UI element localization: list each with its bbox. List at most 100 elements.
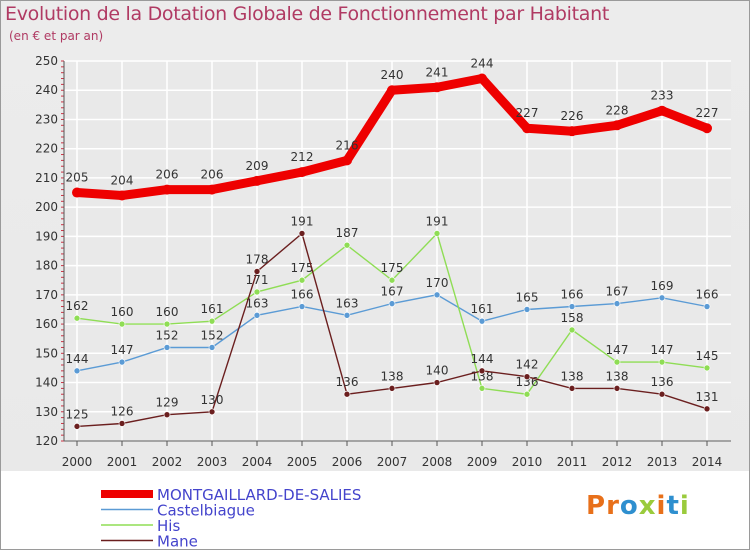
- x-tick-label: 2005: [287, 455, 318, 469]
- data-point-montgaillard-de-salies: [252, 175, 262, 186]
- data-label-mane: 138: [561, 369, 584, 383]
- data-point-mane: [298, 230, 306, 237]
- data-label-montgaillard-de-salies: 212: [291, 150, 314, 164]
- y-tick-label: 210: [35, 171, 58, 185]
- data-point-montgaillard-de-salies: [297, 167, 307, 178]
- data-point-his: [658, 358, 666, 366]
- data-label-castelbiague: 147: [111, 343, 134, 357]
- legend-label-castelbiague: Castelbiague: [157, 502, 255, 520]
- data-point-his: [568, 326, 576, 334]
- data-label-castelbiague: 170: [426, 276, 449, 290]
- x-tick-label: 2009: [467, 455, 498, 469]
- data-point-montgaillard-de-salies: [72, 187, 82, 198]
- data-label-montgaillard-de-salies: 226: [561, 109, 584, 123]
- data-point-castelbiague: [163, 344, 171, 351]
- brand-letter: i: [679, 491, 690, 521]
- data-label-castelbiague: 166: [696, 288, 719, 302]
- data-point-castelbiague: [703, 303, 711, 310]
- chart-subtitle: (en € et par an): [9, 29, 104, 43]
- data-label-castelbiague: 165: [516, 290, 539, 304]
- data-point-his: [343, 241, 351, 249]
- data-label-mane: 125: [66, 407, 89, 421]
- data-point-mane: [433, 379, 441, 386]
- data-label-his: 161: [201, 302, 224, 316]
- x-tick-label: 2004: [242, 455, 273, 469]
- data-point-his: [478, 385, 486, 392]
- y-tick-label: 120: [35, 434, 58, 448]
- data-label-mane: 140: [426, 364, 449, 378]
- data-point-his: [433, 230, 441, 237]
- data-point-montgaillard-de-salies: [477, 73, 487, 84]
- x-tick-label: 2006: [332, 455, 363, 469]
- data-point-castelbiague: [73, 367, 81, 375]
- data-point-mane: [658, 390, 666, 398]
- data-point-montgaillard-de-salies: [342, 155, 352, 166]
- data-label-castelbiague: 166: [291, 288, 314, 302]
- data-label-montgaillard-de-salies: 241: [426, 65, 449, 79]
- y-tick-label: 130: [35, 405, 58, 419]
- data-point-montgaillard-de-salies: [207, 184, 217, 195]
- x-tick-label: 2010: [512, 455, 543, 469]
- brand-letter: t: [666, 491, 680, 521]
- data-point-castelbiague: [568, 303, 576, 310]
- data-point-his: [523, 390, 531, 398]
- data-label-castelbiague: 161: [471, 302, 494, 316]
- data-label-castelbiague: 167: [381, 285, 404, 299]
- y-tick-label: 160: [35, 317, 58, 331]
- data-point-montgaillard-de-salies: [432, 82, 442, 93]
- data-label-castelbiague: 167: [606, 285, 629, 299]
- brand-letter: x: [638, 491, 657, 521]
- data-label-mane: 136: [336, 375, 359, 389]
- data-label-montgaillard-de-salies: 206: [201, 168, 224, 182]
- data-point-mane: [208, 408, 216, 416]
- data-label-montgaillard-de-salies: 240: [381, 68, 404, 82]
- data-label-his: 160: [156, 305, 179, 319]
- data-label-mane: 142: [516, 358, 539, 372]
- data-point-mane: [523, 373, 531, 380]
- x-tick-label: 2013: [647, 455, 678, 469]
- y-tick-label: 230: [35, 112, 58, 126]
- data-label-montgaillard-de-salies: 209: [246, 159, 269, 173]
- data-label-montgaillard-de-salies: 233: [651, 89, 674, 103]
- data-point-mane: [568, 385, 576, 392]
- data-point-montgaillard-de-salies: [567, 126, 577, 137]
- data-point-castelbiague: [523, 306, 531, 313]
- y-tick-label: 170: [35, 288, 58, 302]
- data-label-mane: 138: [381, 369, 404, 383]
- data-point-castelbiague: [433, 291, 441, 299]
- data-label-castelbiague: 144: [66, 352, 89, 366]
- data-point-castelbiague: [118, 358, 126, 366]
- data-point-montgaillard-de-salies: [702, 123, 712, 134]
- data-label-mane: 129: [156, 396, 179, 410]
- data-point-castelbiague: [298, 303, 306, 310]
- data-label-his: 175: [381, 261, 404, 275]
- data-point-mane: [253, 268, 261, 275]
- legend-label-mane: Mane: [157, 533, 198, 550]
- chart-title: Evolution de la Dotation Globale de Fonc…: [5, 3, 610, 25]
- y-tick-label: 190: [35, 229, 58, 243]
- data-label-castelbiague: 152: [156, 328, 179, 342]
- data-label-montgaillard-de-salies: 205: [66, 171, 89, 185]
- x-tick-label: 2003: [197, 455, 228, 469]
- data-label-castelbiague: 163: [246, 296, 269, 310]
- data-point-castelbiague: [658, 294, 666, 302]
- brand-letter: i: [656, 491, 667, 521]
- data-point-his: [703, 364, 711, 372]
- data-point-his: [613, 358, 621, 366]
- x-tick-label: 2000: [62, 455, 93, 469]
- x-tick-label: 2001: [107, 455, 138, 469]
- data-point-mane: [613, 385, 621, 392]
- data-point-his: [388, 276, 396, 284]
- data-label-montgaillard-de-salies: 206: [156, 168, 179, 182]
- data-point-his: [73, 314, 81, 322]
- data-label-his: 158: [561, 311, 584, 325]
- data-point-his: [208, 317, 216, 325]
- x-tick-label: 2011: [557, 455, 588, 469]
- data-point-his: [298, 276, 306, 284]
- data-label-castelbiague: 169: [651, 279, 674, 293]
- data-label-his: 191: [426, 214, 449, 228]
- x-tick-label: 2014: [692, 455, 723, 469]
- data-label-mane: 178: [246, 252, 269, 266]
- x-tick-label: 2012: [602, 455, 633, 469]
